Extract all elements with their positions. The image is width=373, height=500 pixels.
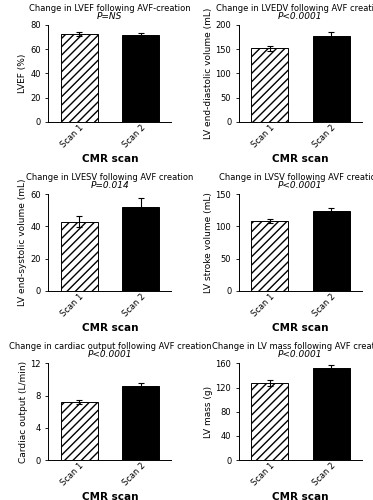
Title: Change in LVEDV following AVF creation: Change in LVEDV following AVF creation	[216, 4, 373, 13]
Text: P=0.014: P=0.014	[91, 182, 129, 190]
Title: Change in cardiac output following AVF creation: Change in cardiac output following AVF c…	[9, 342, 211, 351]
Y-axis label: LV stroke volume (mL): LV stroke volume (mL)	[204, 192, 213, 293]
Bar	[251, 220, 288, 291]
X-axis label: CMR scan: CMR scan	[82, 154, 138, 164]
Bar	[122, 207, 159, 291]
Bar	[251, 48, 288, 122]
X-axis label: CMR scan: CMR scan	[272, 154, 329, 164]
Text: P<0.0001: P<0.0001	[88, 350, 132, 360]
Text: P<0.0001: P<0.0001	[278, 12, 323, 21]
Text: P<0.0001: P<0.0001	[278, 182, 323, 190]
Y-axis label: Cardiac output (L/min): Cardiac output (L/min)	[19, 360, 28, 462]
Bar	[313, 368, 350, 460]
Text: P<0.0001: P<0.0001	[278, 350, 323, 360]
Bar	[122, 36, 159, 122]
X-axis label: CMR scan: CMR scan	[272, 322, 329, 332]
X-axis label: CMR scan: CMR scan	[82, 322, 138, 332]
Bar	[313, 36, 350, 121]
X-axis label: CMR scan: CMR scan	[82, 492, 138, 500]
Bar	[313, 211, 350, 291]
Y-axis label: LV mass (g): LV mass (g)	[204, 386, 213, 438]
Title: Change in LV mass following AVF creation: Change in LV mass following AVF creation	[213, 342, 373, 351]
Text: P=NS: P=NS	[97, 12, 123, 21]
Bar	[61, 222, 98, 291]
X-axis label: CMR scan: CMR scan	[272, 492, 329, 500]
Y-axis label: LV end-diastolic volume (mL): LV end-diastolic volume (mL)	[204, 8, 213, 139]
Bar	[61, 34, 98, 122]
Title: Change in LVSV following AVF creation: Change in LVSV following AVF creation	[219, 174, 373, 182]
Bar	[61, 402, 98, 460]
Bar	[122, 386, 159, 460]
Title: Change in LVESV following AVF creation: Change in LVESV following AVF creation	[26, 174, 194, 182]
Y-axis label: LVEF (%): LVEF (%)	[18, 54, 28, 93]
Y-axis label: LV end-systolic volume (mL): LV end-systolic volume (mL)	[18, 179, 28, 306]
Title: Change in LVEF following AVF-creation: Change in LVEF following AVF-creation	[29, 4, 191, 13]
Bar	[251, 382, 288, 460]
